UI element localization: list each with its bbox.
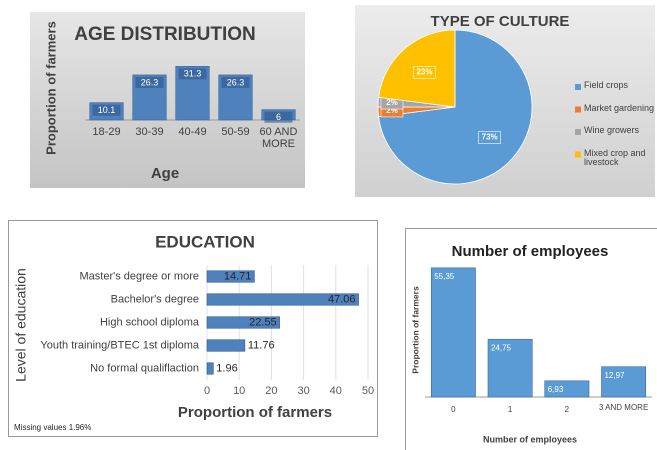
value-label: 6 [276, 112, 281, 122]
x-tick-label: 40 [330, 385, 342, 397]
value-label: 23% [416, 67, 432, 76]
value-label-box [221, 76, 250, 88]
value-label: 10.1 [98, 105, 116, 115]
x-axis-label: Proportion of farmers [178, 404, 332, 421]
x-tick-label: 3 AND MORE [598, 403, 649, 412]
legend-label: Wine growers [584, 125, 640, 135]
legend-swatch [575, 106, 581, 113]
chart-title: EDUCATION [155, 232, 255, 251]
x-tick-label: 1 [508, 405, 513, 414]
bar [206, 316, 280, 329]
legend-swatch [575, 84, 581, 90]
value-label: 24,75 [491, 343, 512, 352]
legend-label: Field crops [584, 80, 629, 90]
y-axis-label: Proportion of farmers [43, 21, 58, 155]
value-label: 26.3 [141, 77, 159, 87]
value-label: 6,93 [548, 385, 564, 394]
legend-label: Mixed crop and livestock [584, 147, 646, 168]
x-tick-label: 2 [565, 405, 570, 414]
x-tick-label: 0 [451, 405, 456, 414]
value-label: 22.55 [249, 316, 277, 328]
chart-title: AGE DISTRIBUTION [74, 24, 256, 45]
note: Missing values 1.96% [14, 423, 91, 432]
value-label: 47.06 [328, 293, 356, 305]
legend-label: Market gardening [584, 102, 655, 113]
value-label: 14.71 [224, 270, 252, 282]
bar [206, 339, 246, 352]
x-tick-label: 40-49 [178, 126, 206, 138]
value-label-box [264, 111, 293, 123]
value-label-box [135, 76, 164, 88]
x-axis-label: Number of employees [483, 434, 577, 444]
x-axis-label: Age [151, 165, 179, 182]
y-axis-label: Proportion of farmers [410, 286, 420, 374]
bar [206, 293, 359, 306]
value-label: 2% [386, 98, 398, 107]
value-label-box [178, 68, 207, 80]
chart-title: Number of employees [452, 243, 609, 260]
value-label: 11.76 [248, 339, 275, 351]
value-label: 26.3 [227, 77, 245, 87]
x-tick-label: 50-59 [221, 126, 249, 138]
bar [487, 338, 533, 398]
legend-swatch [575, 151, 581, 158]
y-tick-label: Bachelor's degree [111, 293, 199, 305]
x-tick-label: 10 [233, 385, 245, 397]
value-label: 12,97 [604, 371, 625, 380]
panel-education [8, 220, 378, 437]
x-tick-label: 30 [297, 385, 309, 397]
y-tick-label: Master's degree or more [80, 270, 199, 282]
bar [601, 366, 647, 398]
value-label: 55,35 [434, 272, 455, 281]
x-tick-label: 20 [265, 385, 277, 397]
value-label: 31.3 [184, 69, 202, 79]
value-label: 2% [386, 106, 398, 115]
value-label-box [478, 131, 501, 144]
y-axis-label: Level of education [13, 268, 29, 382]
bar [544, 380, 590, 398]
bar [430, 267, 476, 398]
bar [206, 362, 214, 375]
value-label: 73% [482, 133, 498, 142]
x-tick-label: 18-29 [92, 126, 120, 138]
y-tick-label: Youth training/BTEC 1st diploma [40, 339, 199, 351]
x-tick-label: 0 [204, 385, 210, 397]
value-label-box [92, 104, 121, 116]
x-tick-label: 50 [362, 385, 374, 397]
chart-title: TYPE OF CULTURE [431, 13, 570, 30]
value-label: 1.96 [216, 362, 237, 374]
panel-age [30, 12, 305, 188]
y-tick-label: High school diploma [100, 316, 200, 328]
x-tick-label: 60 AND MORE [259, 126, 298, 151]
value-label-box [413, 66, 436, 79]
x-tick-label: 30-39 [135, 126, 163, 138]
y-tick-label: No formal qualiflaction [90, 362, 199, 374]
bar [206, 270, 255, 283]
legend-swatch [575, 129, 581, 135]
